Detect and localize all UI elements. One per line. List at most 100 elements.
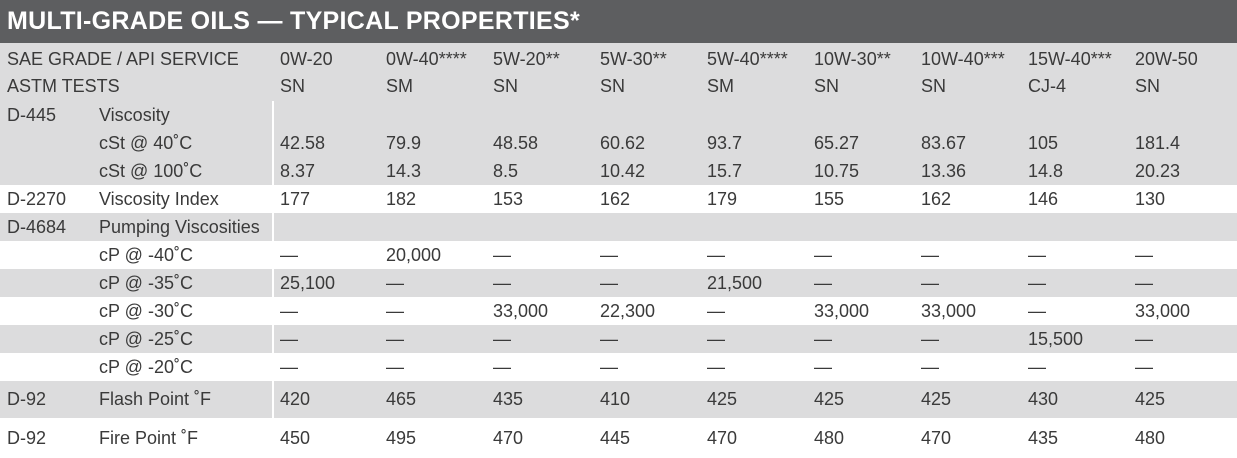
value-cell: 83.67 [921,132,967,153]
value-cell: 445 [600,427,631,448]
value-cell: 14.3 [386,160,422,181]
value-cell: 465 [386,389,417,409]
value-cell: 21,500 [707,272,763,293]
grade-header: 20W-50 [1135,49,1198,69]
grade-header: 10W-30** [814,49,891,69]
property-label: cP @ -30˚C [99,300,193,321]
value-cell: 33,000 [814,300,870,321]
value-cell: — [707,356,725,377]
value-cell: — [1028,356,1046,377]
grade-header: 10W-40*** [921,49,1005,69]
property-label: cSt @ 40˚C [99,132,193,153]
grade-header: 0W-20 [280,49,333,69]
value-cell: — [1028,244,1046,265]
value-cell: 20.23 [1135,160,1181,181]
grade-header: 15W-40*** [1028,49,1112,69]
table-row: cP @ -20˚C — — — — — — — — — [0,353,1237,381]
value-cell: — [814,328,832,349]
property-label: Viscosity Index [99,188,219,209]
value-cell: 22,300 [600,300,656,321]
table-row: cP @ -25˚C — — — — — — — 15,500 — [0,325,1237,353]
property-label: cSt @ 100˚C [99,160,203,181]
value-cell: 33,000 [493,300,549,321]
title-bar: MULTI-GRADE OILS — TYPICAL PROPERTIES* [0,0,1237,43]
value-cell: 93.7 [707,132,743,153]
value-cell: 13.36 [921,160,967,181]
table-row: cP @ -35˚C 25,100 — — — 21,500 — — — — [0,269,1237,297]
table-row: cP @ -30˚C — — 33,000 22,300 — 33,000 33,000 — 33… [0,297,1237,325]
value-cell: 425 [707,389,738,409]
value-cell: 435 [1028,427,1059,448]
value-cell: — [1028,300,1046,321]
property-label: Flash Point ˚F [99,389,212,409]
grade-header: 5W-30** [600,49,667,69]
value-cell: — [280,244,298,265]
header-label-sae: SAE GRADE / API SERVICE [7,49,239,69]
value-cell: 470 [921,427,952,448]
value-cell: 33,000 [1135,300,1191,321]
value-cell: 495 [386,427,417,448]
column-divider [272,101,274,458]
grade-header: 5W-20** [493,49,560,69]
value-cell: 410 [600,389,631,409]
grade-header: 0W-40**** [386,49,467,69]
table-row: cSt @ 40˚C 42.58 79.9 48.58 60.62 93.7 65.27 83… [0,129,1237,157]
table-row: D-92 Flash Point ˚F 420 465 435 410 425 425 425 4… [0,381,1237,418]
value-cell: — [1135,244,1153,265]
table-row: cSt @ 100˚C 8.37 14.3 8.5 10.42 15.7 10.75 13.3… [0,157,1237,185]
value-cell: 435 [493,389,524,409]
table-row: D-4684 Pumping Viscosities [0,213,1237,241]
value-cell: 10.75 [814,160,860,181]
value-cell: — [814,244,832,265]
value-cell: 130 [1135,188,1166,209]
table-row: D-2270 Viscosity Index 177 182 153 162 179 155 1… [0,185,1237,213]
property-label: cP @ -40˚C [99,244,193,265]
value-cell: 8.5 [493,160,519,181]
value-cell: 425 [1135,389,1166,409]
value-cell: — [600,244,618,265]
value-cell: 430 [1028,389,1059,409]
table-row: D-445 Viscosity [0,101,1237,129]
api-service-header: SM [707,76,734,96]
value-cell: — [921,356,939,377]
astm-test-code: D-92 [7,427,47,448]
value-cell: — [707,328,725,349]
value-cell: — [280,328,298,349]
value-cell: — [493,272,511,293]
api-service-header: SN [493,76,519,96]
value-cell: — [921,272,939,293]
api-service-header: SM [386,76,413,96]
value-cell: 14.8 [1028,160,1064,181]
value-cell: 425 [921,389,952,409]
table-title: MULTI-GRADE OILS — TYPICAL PROPERTIES* [7,7,581,35]
value-cell: 162 [600,188,631,209]
api-service-header: SN [814,76,840,96]
value-cell: — [814,356,832,377]
table-row: cP @ -40˚C — 20,000 — — — — — — — [0,241,1237,269]
astm-test-code: D-4684 [7,216,67,237]
value-cell: — [280,356,298,377]
value-cell: 425 [814,389,845,409]
value-cell: — [1028,272,1046,293]
value-cell: 480 [814,427,845,448]
value-cell: — [493,356,511,377]
value-cell: — [600,272,618,293]
value-cell: 15.7 [707,160,743,181]
value-cell: — [386,272,404,293]
property-label: Pumping Viscosities [99,216,260,237]
value-cell: — [386,356,404,377]
property-label: cP @ -35˚C [99,272,193,293]
property-label: Viscosity [99,104,170,125]
value-cell: — [707,300,725,321]
header-label-astm: ASTM TESTS [7,76,120,96]
value-cell: 10.42 [600,160,646,181]
api-service-header: SN [600,76,626,96]
api-service-header: SN [1135,76,1161,96]
value-cell: — [1135,272,1153,293]
value-cell: 182 [386,188,417,209]
value-cell: 25,100 [280,272,336,293]
value-cell: — [921,328,939,349]
value-cell: 42.58 [280,132,326,153]
value-cell: 20,000 [386,244,442,265]
